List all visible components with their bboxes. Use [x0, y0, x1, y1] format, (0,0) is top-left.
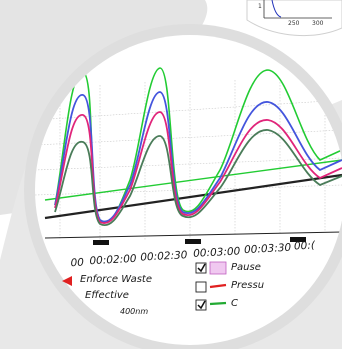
legend-effective: Effective [85, 290, 129, 301]
x-tick-3: 00:03:00 [192, 245, 241, 260]
inset-x-tick-2: 300 [312, 20, 324, 27]
legend-third: C [231, 298, 238, 309]
x-tick-0: 00 [70, 256, 85, 270]
x-tick-5: 00:( [293, 239, 316, 253]
legend-markers [62, 261, 227, 311]
legend-pause: Pause [231, 262, 261, 273]
x-tick-2: 00:02:30 [140, 249, 188, 264]
inset-y-tick: 1 [258, 3, 262, 10]
x-tick-4: 00:03:30 [243, 241, 292, 257]
chart-area [35, 67, 342, 245]
x-tick-1: 00:02:00 [89, 252, 137, 268]
legend-nm: 400nm [120, 307, 149, 316]
legend-pressure: Pressu [231, 280, 265, 291]
legend-enforce-waste: Enforce Waste [80, 274, 152, 285]
inset-x-tick-1: 250 [288, 20, 300, 27]
